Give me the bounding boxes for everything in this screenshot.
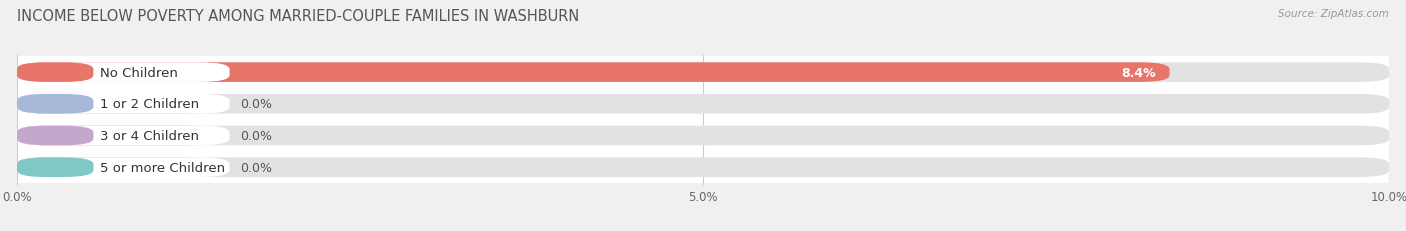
FancyBboxPatch shape <box>17 152 1389 183</box>
FancyBboxPatch shape <box>17 158 93 177</box>
Text: 0.0%: 0.0% <box>240 161 273 174</box>
FancyBboxPatch shape <box>17 88 1389 120</box>
Text: 5 or more Children: 5 or more Children <box>100 161 225 174</box>
FancyBboxPatch shape <box>17 94 229 114</box>
FancyBboxPatch shape <box>17 126 1389 146</box>
Text: 0.0%: 0.0% <box>240 129 273 142</box>
FancyBboxPatch shape <box>17 94 93 114</box>
FancyBboxPatch shape <box>17 126 93 146</box>
Text: Source: ZipAtlas.com: Source: ZipAtlas.com <box>1278 9 1389 19</box>
FancyBboxPatch shape <box>17 158 1389 177</box>
Text: 3 or 4 Children: 3 or 4 Children <box>100 129 200 142</box>
Text: 1 or 2 Children: 1 or 2 Children <box>100 98 200 111</box>
FancyBboxPatch shape <box>17 57 1389 88</box>
FancyBboxPatch shape <box>17 120 1389 152</box>
Text: No Children: No Children <box>100 66 179 79</box>
FancyBboxPatch shape <box>17 126 229 146</box>
Text: 8.4%: 8.4% <box>1121 66 1156 79</box>
FancyBboxPatch shape <box>17 63 93 82</box>
FancyBboxPatch shape <box>17 158 217 177</box>
FancyBboxPatch shape <box>17 126 217 146</box>
FancyBboxPatch shape <box>17 63 229 82</box>
Text: INCOME BELOW POVERTY AMONG MARRIED-COUPLE FAMILIES IN WASHBURN: INCOME BELOW POVERTY AMONG MARRIED-COUPL… <box>17 9 579 24</box>
Text: 0.0%: 0.0% <box>240 98 273 111</box>
FancyBboxPatch shape <box>17 158 229 177</box>
FancyBboxPatch shape <box>17 94 217 114</box>
FancyBboxPatch shape <box>17 94 1389 114</box>
FancyBboxPatch shape <box>17 63 1389 82</box>
FancyBboxPatch shape <box>17 63 1170 82</box>
